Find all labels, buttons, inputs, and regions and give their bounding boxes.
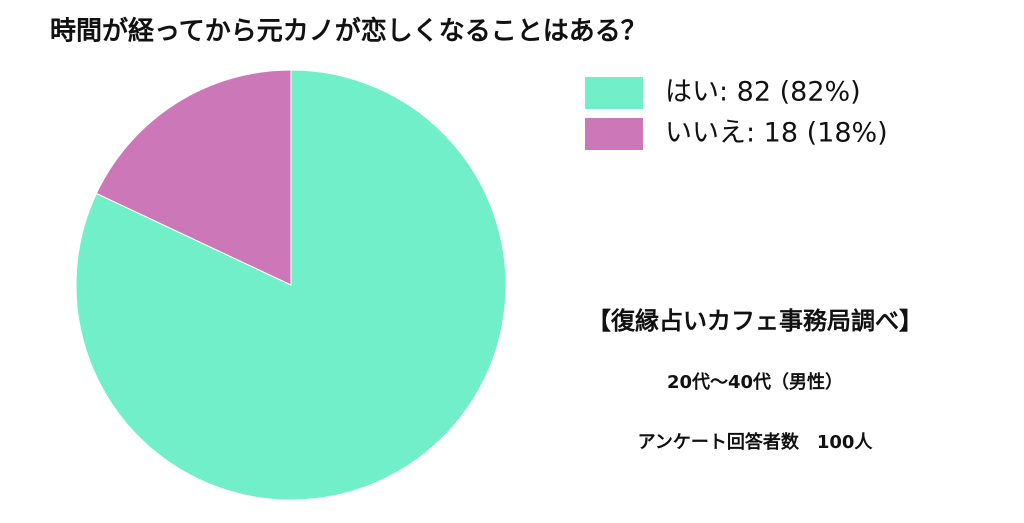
pie-slice <box>95 69 292 286</box>
legend-swatch <box>585 77 643 109</box>
pie-slice <box>75 69 507 501</box>
legend-label: はい: 82 (82%) <box>665 77 861 108</box>
annotation: 20代〜40代（男性） <box>667 371 843 393</box>
chart-title: 時間が経ってから元カノが恋しくなることはある？ <box>50 16 647 47</box>
annotation: アンケート回答者数 100人 <box>638 431 874 453</box>
legend-swatch <box>585 118 643 150</box>
legend-label: いいえ: 18 (18%) <box>665 118 888 149</box>
annotation: 【復縁占いカフェ事務局調べ】 <box>587 307 923 335</box>
